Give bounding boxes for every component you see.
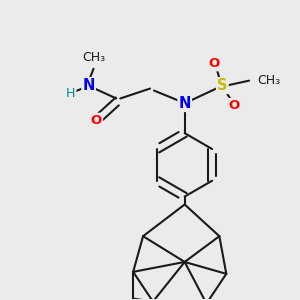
Text: S: S	[217, 78, 228, 93]
Text: N: N	[82, 78, 95, 93]
Text: CH₃: CH₃	[82, 51, 105, 64]
Text: H: H	[66, 87, 75, 100]
Text: O: O	[209, 57, 220, 70]
Text: O: O	[91, 114, 102, 127]
Text: CH₃: CH₃	[257, 74, 280, 87]
Text: N: N	[178, 96, 191, 111]
Text: O: O	[229, 99, 240, 112]
